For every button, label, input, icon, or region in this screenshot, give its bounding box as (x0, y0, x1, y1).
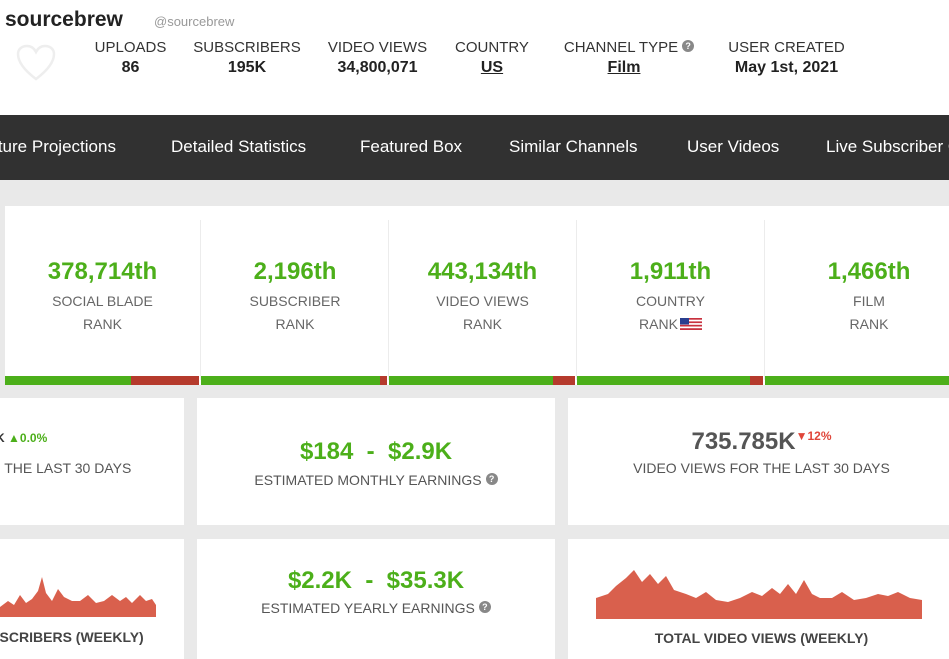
stat-country: COUNTRY US (452, 39, 532, 77)
rank-bar (765, 376, 949, 385)
trend-up-icon: ▲ (8, 431, 20, 445)
stat-label: SUBSCRIBERS (193, 39, 301, 56)
nav-live-subscriber-count[interactable]: Live Subscriber Count (826, 137, 949, 156)
rank-value: 2,196th (253, 258, 337, 285)
views30-label: VIDEO VIEWS FOR THE LAST 30 DAYS (633, 460, 890, 476)
subs30-label: FOR THE LAST 30 DAYS (0, 460, 132, 476)
rank-value: 1,466th (827, 258, 911, 285)
rank-subscriber: 2,196th SUBSCRIBER RANK (201, 206, 389, 385)
rank-bar-red (552, 376, 575, 385)
video-views-weekly-sparkline (596, 570, 922, 619)
rank-bar (577, 376, 763, 385)
video-views-30-days-card: 735.785K▼12% VIDEO VIEWS FOR THE LAST 30… (568, 398, 949, 525)
yearly-earnings-card: $2.2K - $35.3K ESTIMATED YEARLY EARNINGS… (197, 539, 555, 659)
rank-row: 378,714th SOCIAL BLADE RANK 2,196th SUBSC… (5, 206, 949, 385)
channel-name: sourcebrew (5, 8, 123, 31)
video-views-weekly-card: TOTAL VIDEO VIEWS (WEEKLY) (568, 539, 949, 659)
rank-value: 378,714th (47, 258, 158, 285)
nav-similar-channels[interactable]: Similar Channels (509, 137, 638, 156)
help-icon[interactable]: ? (485, 473, 498, 485)
subscribers-weekly-sparkline (0, 577, 156, 617)
rank-bar (389, 376, 575, 385)
stat-value: May 1st, 2021 (734, 59, 839, 76)
rank-country: 1,911th COUNTRY RANK (577, 206, 764, 385)
stat-user-created: USER CREATED May 1st, 2021 (724, 39, 849, 77)
rank-value: 1,911th (629, 258, 712, 285)
yearly-earnings-label: ESTIMATED YEARLY EARNINGS? (197, 600, 555, 616)
stat-label-text: CHANNEL TYPE (563, 39, 679, 56)
nav-user-videos[interactable]: User Videos (687, 137, 780, 156)
stat-label: UPLOADS (94, 39, 167, 56)
rank-label: COUNTRY RANK (636, 293, 705, 332)
monthly-earnings-value: $184 - $2.9K (299, 438, 453, 465)
rank-bar (5, 376, 199, 385)
nav-bar: Future Projections Detailed Statistics F… (0, 115, 949, 180)
stat-value: 195K (227, 59, 267, 76)
rank-label: VIDEO VIEWS RANK (436, 293, 529, 332)
nav-featured-box[interactable]: Featured Box (360, 137, 463, 156)
stat-uploads: UPLOADS 86 (93, 39, 168, 77)
rank-bar-red (131, 376, 199, 385)
monthly-earnings-label: ESTIMATED MONTHLY EARNINGS? (197, 472, 555, 488)
subscribers-weekly-card: SUBSCRIBERS (WEEKLY) (0, 539, 184, 659)
stat-label: VIDEO VIEWS (327, 39, 428, 56)
subs30-value: K (0, 431, 5, 445)
us-flag-icon (679, 318, 702, 330)
trend-down-icon: ▼ (795, 429, 808, 443)
rank-social-blade: 378,714th SOCIAL BLADE RANK (5, 206, 200, 385)
stat-value: 86 (121, 59, 140, 76)
subscribers-30-days-card: K ▲0.0% FOR THE LAST 30 DAYS (0, 398, 184, 525)
monthly-earnings-card: $184 - $2.9K ESTIMATED MONTHLY EARNINGS? (197, 398, 555, 525)
favorite-heart-icon[interactable] (16, 44, 56, 82)
stat-subscribers: SUBSCRIBERS 195K (192, 39, 302, 77)
rank-bar-red (749, 376, 763, 385)
help-icon[interactable]: ? (478, 601, 491, 613)
views30-change: 12% (807, 429, 832, 443)
help-icon[interactable]: ? (682, 40, 695, 52)
rank-video-views: 443,134th VIDEO VIEWS RANK (389, 206, 576, 385)
views30-value: 735.785K (691, 428, 796, 455)
video-views-weekly-label: TOTAL VIDEO VIEWS (WEEKLY) (654, 630, 869, 646)
nav-detailed-statistics[interactable]: Detailed Statistics (171, 137, 307, 156)
rank-label: SOCIAL BLADE RANK (52, 293, 153, 332)
rank-label: SUBSCRIBER RANK (249, 293, 341, 332)
stat-label: CHANNEL TYPE? (554, 39, 704, 56)
rank-bar-red (379, 376, 387, 385)
stat-value: 34,800,071 (337, 59, 418, 76)
stat-label: USER CREATED (728, 39, 845, 56)
yearly-earnings-value: $2.2K - $35.3K (287, 567, 465, 594)
rank-film: 1,466th FILM RANK (765, 206, 949, 385)
channel-header: sourcebrew @sourcebrew UPLOADS 86 SUBSCR… (0, 0, 949, 115)
stat-label: COUNTRY (455, 39, 529, 56)
country-link[interactable]: US (480, 59, 504, 76)
stat-video-views: VIDEO VIEWS 34,800,071 (325, 39, 430, 77)
rank-value: 443,134th (427, 258, 538, 285)
channel-type-link[interactable]: Film (607, 59, 641, 76)
subscribers-weekly-label: SUBSCRIBERS (WEEKLY) (0, 629, 144, 645)
subs30-change: 0.0% (19, 431, 48, 445)
stat-channel-type: CHANNEL TYPE? Film (554, 39, 704, 77)
channel-handle: @sourcebrew (154, 14, 235, 29)
rank-bar (201, 376, 387, 385)
rank-label: FILM RANK (849, 293, 889, 332)
nav-future-projections[interactable]: Future Projections (0, 137, 116, 156)
